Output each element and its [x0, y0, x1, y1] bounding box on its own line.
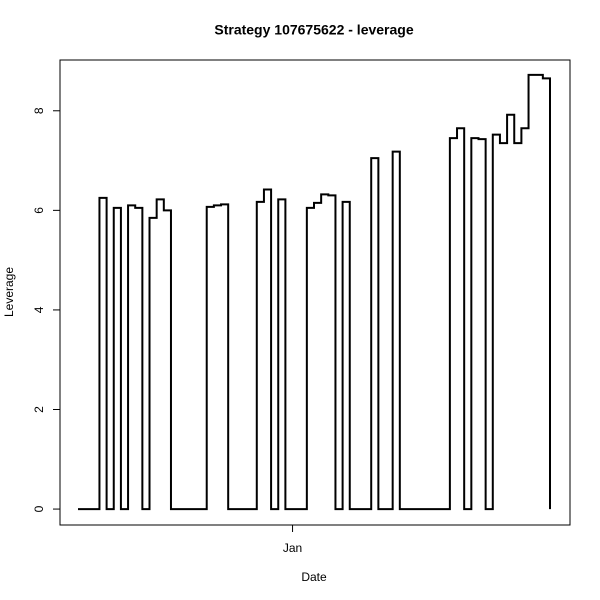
- x-tick-label: Jan: [283, 541, 302, 555]
- x-axis-label: Date: [301, 570, 327, 584]
- y-tick-label: 4: [32, 306, 46, 313]
- y-tick-label: 6: [32, 207, 46, 214]
- leverage-line: [78, 73, 551, 511]
- y-tick-label: 8: [32, 107, 46, 114]
- chart-title: Strategy 107675622 - leverage: [214, 22, 413, 38]
- y-tick-label: 2: [32, 406, 46, 413]
- y-axis-label: Leverage: [2, 267, 16, 317]
- y-tick-label: 0: [32, 505, 46, 512]
